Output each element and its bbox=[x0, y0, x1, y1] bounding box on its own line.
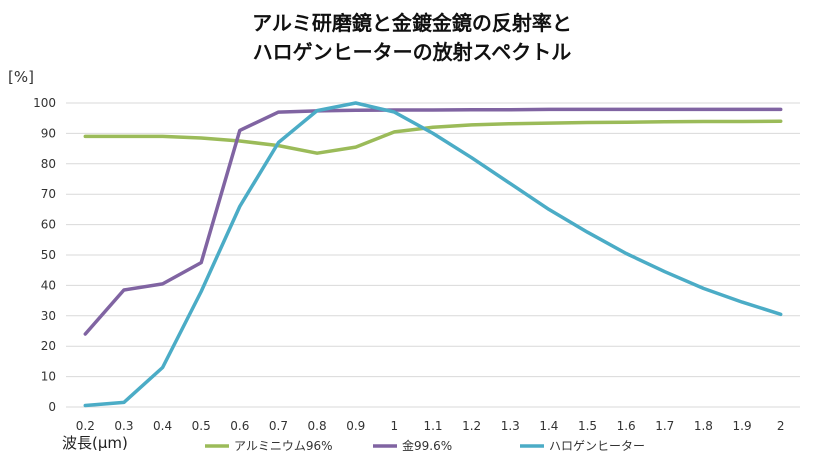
y-tick-label: 60 bbox=[41, 218, 56, 232]
x-tick-label: 0.6 bbox=[230, 419, 249, 433]
x-tick-label: 1.1 bbox=[423, 419, 442, 433]
legend-label-3: ハロゲンヒーター bbox=[549, 439, 645, 453]
legend-label-2: 金99.6% bbox=[402, 438, 452, 453]
x-tick-label: 1.7 bbox=[655, 419, 674, 433]
x-tick-label: 1 bbox=[391, 419, 399, 433]
legend: アルミニウム96% 金99.6% ハロゲンヒーター bbox=[205, 438, 645, 453]
series-line-1 bbox=[83, 119, 783, 155]
x-tick-label: 1.8 bbox=[694, 419, 713, 433]
x-tick-labels: 0.2 0.3 0.4 0.5 0.6 0.7 0.8 0.9 1 1.1 1.2 1.3 1.4 1.5… bbox=[76, 419, 785, 433]
x-tick-label: 0.5 bbox=[192, 419, 211, 433]
y-tick-labels: 0 10 20 30 40 50 60 70 80 90 100 bbox=[33, 96, 56, 414]
y-axis-unit: [%] bbox=[8, 68, 34, 86]
legend-label-1: アルミニウム96% bbox=[234, 439, 333, 453]
x-tick-label: 0.2 bbox=[76, 419, 95, 433]
chart-title-line-1: アルミ研磨鏡と金鍍金鏡の反射率と bbox=[252, 11, 572, 35]
y-tick-label: 80 bbox=[41, 157, 56, 171]
x-tick-label: 1.5 bbox=[578, 419, 597, 433]
chart-title-line-2: ハロゲンヒーターの放射スペクトル bbox=[253, 40, 572, 64]
y-tick-label: 0 bbox=[48, 400, 56, 414]
x-tick-label: 1.3 bbox=[501, 419, 520, 433]
x-tick-label: 1.2 bbox=[462, 419, 481, 433]
y-tick-label: 20 bbox=[41, 339, 56, 353]
y-tick-label: 90 bbox=[41, 126, 56, 140]
x-tick-label: 0.4 bbox=[153, 419, 172, 433]
x-tick-label: 0.9 bbox=[346, 419, 365, 433]
y-tick-label: 50 bbox=[41, 248, 56, 262]
x-tick-label: 1.4 bbox=[539, 419, 558, 433]
series-lines bbox=[83, 101, 783, 408]
x-tick-label: 0.8 bbox=[308, 419, 327, 433]
x-tick-label: 1.9 bbox=[733, 419, 752, 433]
x-tick-label: 0.7 bbox=[269, 419, 288, 433]
y-tick-label: 30 bbox=[41, 309, 56, 323]
x-tick-label: 0.3 bbox=[114, 419, 133, 433]
y-tick-label: 40 bbox=[41, 278, 56, 292]
x-axis-title: 波長(μm) bbox=[62, 434, 128, 452]
y-tick-label: 70 bbox=[41, 187, 56, 201]
series-line-2 bbox=[83, 107, 783, 336]
series-line-3 bbox=[83, 101, 783, 408]
x-tick-label: 2 bbox=[777, 419, 785, 433]
y-tick-label: 10 bbox=[41, 370, 56, 384]
x-tick-label: 1.6 bbox=[617, 419, 636, 433]
gridlines bbox=[66, 102, 800, 408]
y-tick-label: 100 bbox=[33, 96, 56, 110]
